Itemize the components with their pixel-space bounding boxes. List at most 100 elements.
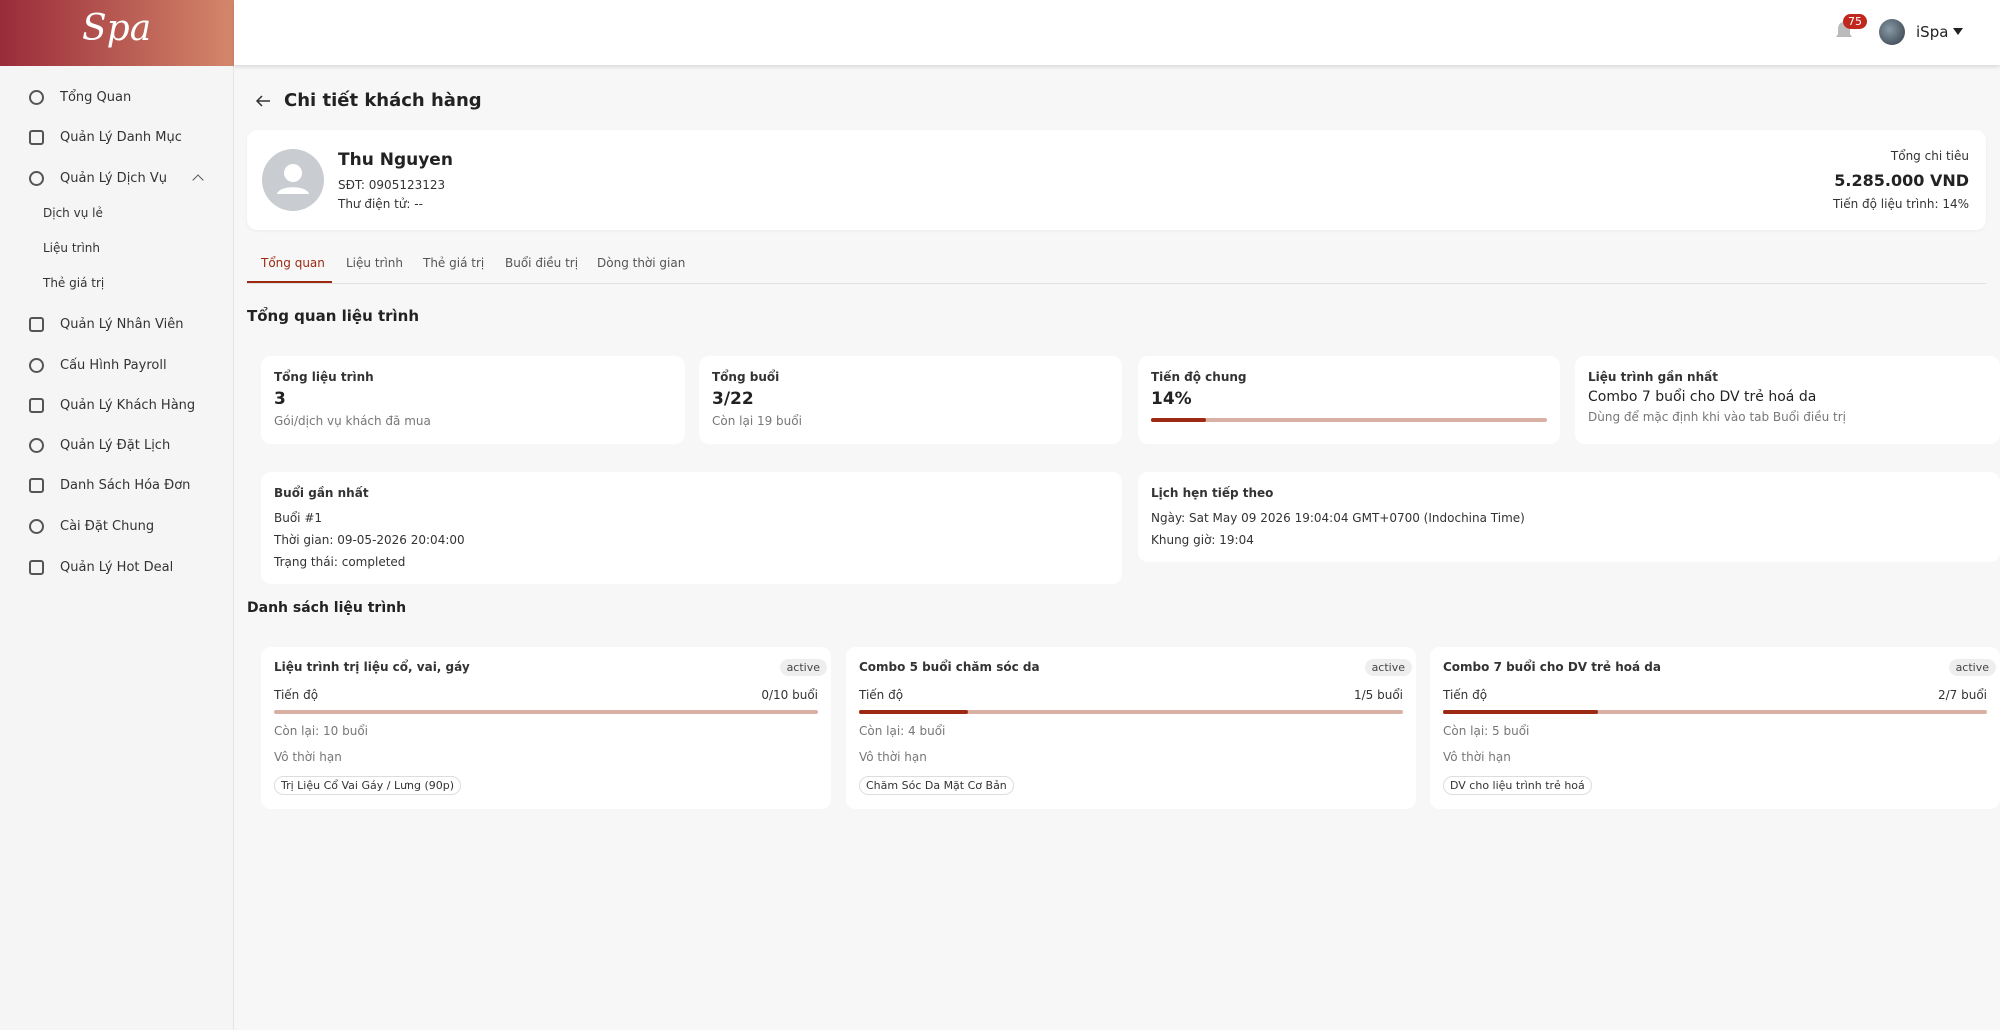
menu-item[interactable]: Quản Lý Hot Deal [60, 560, 174, 575]
logo-text: Spa [82, 8, 152, 49]
menu-icon [29, 519, 44, 534]
status-badge: active [779, 659, 827, 676]
info-title: Buổi gần nhất [274, 486, 369, 500]
info-line: Thời gian: 09-05-2026 20:04:00 [274, 533, 465, 547]
info-line: Khung giờ: 19:04 [1151, 533, 1254, 547]
info-title: Lịch hẹn tiếp theo [1151, 486, 1274, 500]
progress-fill [1151, 418, 1207, 422]
tab[interactable]: Dòng thời gian [597, 256, 686, 270]
progress-track [274, 710, 818, 714]
menu-item[interactable]: Quản Lý Danh Mục [60, 130, 182, 145]
tabs-border [247, 283, 1986, 284]
tab[interactable]: Thẻ giá trị [423, 256, 485, 270]
menu-item[interactable]: Quản Lý Đặt Lịch [60, 438, 171, 453]
progress-text: 2/7 buổi [1937, 688, 1987, 702]
remaining: Còn lại: 4 buổi [859, 724, 946, 738]
section-title: Danh sách liệu trình [247, 600, 407, 616]
sidebar [0, 0, 234, 1030]
customer-progress: Tiến độ liệu trình: 14% [1832, 197, 1969, 211]
stat-card [261, 356, 685, 444]
info-line: Ngày: Sat May 09 2026 19:04:04 GMT+0700 … [1151, 511, 1525, 525]
course-card [261, 647, 831, 809]
status-badge: active [1364, 659, 1412, 676]
stat-label: Tổng liệu trình [274, 370, 374, 384]
customer-email: Thư điện tử: -- [338, 197, 423, 211]
progress-fill [859, 710, 968, 714]
menu-item[interactable]: Tổng Quan [60, 90, 132, 105]
page-title: Chi tiết khách hàng [284, 90, 482, 111]
user-avatar[interactable] [1879, 19, 1905, 45]
progress-track [1151, 418, 1547, 422]
tab[interactable]: Buổi điều trị [505, 256, 579, 270]
menu-item[interactable]: Danh Sách Hóa Đơn [60, 478, 191, 493]
course-card [1430, 647, 2000, 809]
stat-note: Còn lại 19 buổi [712, 414, 802, 428]
progress-track [1443, 710, 1987, 714]
service-tag: DV cho liệu trình trẻ hoá [1443, 776, 1592, 795]
back-button[interactable] [255, 94, 271, 108]
header [234, 0, 2000, 65]
tab[interactable]: Liệu trình [346, 256, 404, 270]
remaining: Còn lại: 5 buổi [1443, 724, 1530, 738]
stat-value: 3 [274, 389, 286, 409]
menu-icon [29, 171, 44, 186]
tab[interactable]: Tổng quan [261, 256, 325, 270]
info-line: Trạng thái: completed [274, 555, 406, 569]
menu-icon [29, 317, 44, 332]
stat-label: Tổng buổi [712, 370, 780, 384]
stat-value: 14% [1151, 389, 1192, 409]
duration: Vô thời hạn [274, 750, 342, 764]
customer-card [247, 130, 1986, 230]
service-tag: Chăm Sóc Da Mặt Cơ Bản [859, 776, 1014, 795]
duration: Vô thời hạn [859, 750, 927, 764]
menu-item[interactable]: Cài Đặt Chung [60, 519, 155, 534]
remaining: Còn lại: 10 buổi [274, 724, 369, 738]
notification-badge: 75 [1843, 14, 1867, 29]
stat-value: 3/22 [712, 389, 754, 409]
service-tag: Trị Liệu Cổ Vai Gáy / Lưng (90p) [274, 776, 462, 795]
progress-label: Tiến độ [274, 688, 319, 702]
logo [0, 0, 234, 66]
stat-value: Combo 7 buổi cho DV trẻ hoá da [1588, 389, 1817, 405]
tab-indicator [247, 281, 332, 283]
menu-icon [29, 478, 44, 493]
menu-item[interactable]: Cấu Hình Payroll [60, 358, 167, 373]
menu-icon [29, 90, 44, 105]
course-card [846, 647, 1416, 809]
status-badge: active [1948, 659, 1996, 676]
progress-label: Tiến độ [1443, 688, 1488, 702]
progress-label: Tiến độ [859, 688, 904, 702]
menu-item[interactable]: Quản Lý Khách Hàng [60, 398, 196, 413]
menu-icon [29, 130, 44, 145]
stat-note: Dùng để mặc định khi vào tab Buổi điều t… [1588, 410, 1846, 424]
user-caret[interactable] [1952, 27, 1964, 36]
submenu-item[interactable]: Dịch vụ lẻ [43, 206, 103, 220]
course-name: Liệu trình trị liệu cổ, vai, gáy [274, 660, 470, 674]
customer-name: Thu Nguyen [338, 150, 453, 170]
course-name: Combo 7 buổi cho DV trẻ hoá da [1443, 660, 1661, 674]
customer-avatar [262, 149, 324, 211]
info-card [1138, 472, 2000, 562]
menu-icon [29, 398, 44, 413]
spend-label: Tổng chi tiêu [1890, 149, 1969, 163]
submenu-item[interactable]: Liệu trình [43, 241, 101, 255]
stat-label: Tiến độ chung [1151, 370, 1247, 384]
section-title: Tổng quan liệu trình [247, 307, 420, 325]
info-card [261, 472, 1122, 584]
menu-icon [29, 438, 44, 453]
stat-card [1575, 356, 2000, 444]
menu-icon [29, 560, 44, 575]
menu-item[interactable]: Quản Lý Dịch Vụ [60, 171, 167, 186]
stat-label: Liệu trình gần nhất [1588, 370, 1718, 384]
customer-phone: SĐT: 0905123123 [338, 178, 446, 192]
progress-fill [1443, 710, 1599, 714]
progress-text: 1/5 buổi [1353, 688, 1403, 702]
submenu-item[interactable]: Thẻ giá trị [43, 276, 105, 290]
duration: Vô thời hạn [1443, 750, 1511, 764]
progress-track [859, 710, 1403, 714]
user-name[interactable]: iSpa [1916, 23, 1949, 41]
info-line: Buổi #1 [274, 511, 323, 525]
menu-item[interactable]: Quản Lý Nhân Viên [60, 317, 184, 332]
menu-icon [29, 358, 44, 373]
